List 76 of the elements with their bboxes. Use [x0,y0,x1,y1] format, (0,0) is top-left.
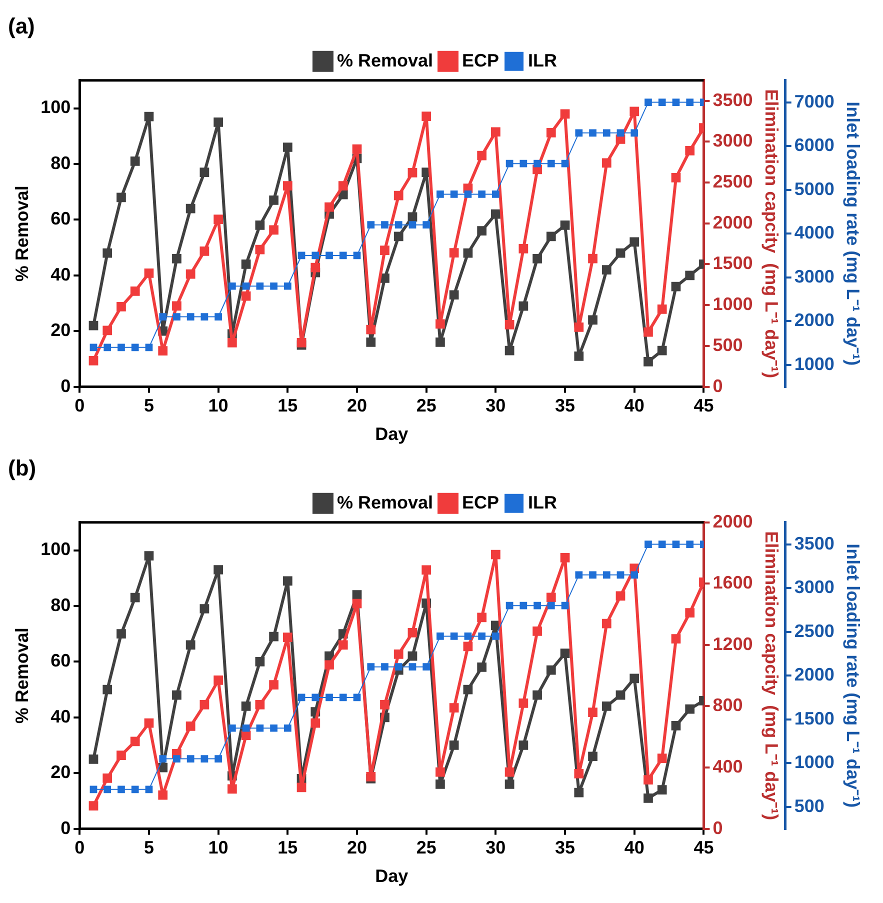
y2-tick-label: 0 [712,376,723,396]
y2-tick-label: 500 [712,334,743,355]
y-tick-label: 80 [50,152,71,173]
y2-tick-label: 2000 [712,511,753,532]
y2-tick-label: 400 [712,756,743,776]
y3-tick-label: 1000 [794,354,834,374]
y-axis-title: % Removal [12,628,32,724]
x-tick-label: 15 [278,838,298,858]
x-tick-label: 45 [694,838,714,858]
y-tick-label: 60 [50,650,71,671]
y2-tick-label: 2000 [712,212,753,232]
x-tick-label: 20 [346,838,368,858]
x-tick-label: 10 [208,396,228,416]
x-tick-label: 0 [74,396,85,416]
y-tick-label: 100 [40,539,71,560]
x-tick-label: 10 [208,838,228,858]
x-tick-label: 40 [624,838,644,858]
y2-tick-label: 1500 [712,253,753,274]
y2-tick-label: 800 [712,695,743,716]
y-tick-label: 100 [40,97,71,118]
y2-tick-label: 1200 [712,634,753,654]
y2-axis-title: Elimination capcity (mg L⁻¹ day⁻¹) [762,531,782,820]
y3-tick-label: 1500 [794,708,834,728]
x-axis-title: Day [375,424,408,444]
y3-tick-label: 2000 [794,664,834,685]
legend-label: ECP [462,50,500,70]
y-axis-title: % Removal [12,186,32,282]
y-tick-label: 40 [50,264,71,284]
legend-label: % Removal [336,50,434,70]
x-tick-label: 25 [416,396,436,416]
x-tick-label: 35 [555,838,576,858]
x-axis-title: Day [375,866,408,886]
y2-tick-label: 3000 [712,130,753,151]
legend-label: ILR [528,492,558,512]
chart-title: (a) [8,13,35,38]
y2-axis-title: Elimination capcity (mg L⁻¹ day⁻¹) [762,89,782,378]
x-tick-label: 25 [416,838,436,858]
y3-tick-label: 7000 [794,91,834,112]
legend-label: ILR [528,50,558,70]
y-tick-label: 80 [50,594,71,615]
y-tick-label: 0 [60,818,71,838]
y3-tick-label: 1000 [794,752,834,772]
y3-tick-label: 6000 [794,135,834,156]
y2-tick-label: 1600 [712,572,753,593]
y3-tick-label: 4000 [794,222,834,243]
y3-tick-label: 2000 [794,310,834,330]
y-tick-label: 0 [60,376,71,396]
y3-tick-label: 3000 [794,266,834,286]
x-tick-label: 0 [74,838,85,858]
y2-tick-label: 1000 [712,294,753,314]
y3-tick-label: 5000 [794,178,834,199]
x-tick-label: 20 [346,396,368,416]
x-tick-label: 5 [144,838,154,858]
legend-label: ECP [462,492,500,512]
y3-axis-title: Inlet loading rate (mg L⁻¹ day⁻¹) [843,102,864,366]
y3-tick-label: 500 [794,796,824,816]
y2-tick-label: 3500 [712,90,753,110]
y-tick-label: 20 [50,762,71,782]
legend-label: % Removal [336,492,434,512]
y3-axis-title: Inlet loading rate (mg L⁻¹ day⁻¹) [843,544,864,808]
x-tick-label: 5 [144,396,154,416]
y-tick-label: 20 [50,320,71,340]
y3-tick-label: 3500 [794,533,834,554]
x-tick-label: 15 [278,396,298,416]
x-tick-label: 30 [486,838,506,858]
y3-tick-label: 3000 [794,577,834,598]
y-tick-label: 60 [50,208,71,229]
x-tick-label: 45 [694,396,714,416]
chart-title: (b) [8,455,36,480]
y3-tick-label: 2500 [794,620,834,641]
x-tick-label: 35 [555,396,576,416]
y-tick-label: 40 [50,706,71,726]
x-tick-label: 40 [624,396,644,416]
x-tick-label: 30 [486,396,506,416]
y2-tick-label: 0 [712,818,723,838]
y2-tick-label: 2500 [712,172,753,192]
